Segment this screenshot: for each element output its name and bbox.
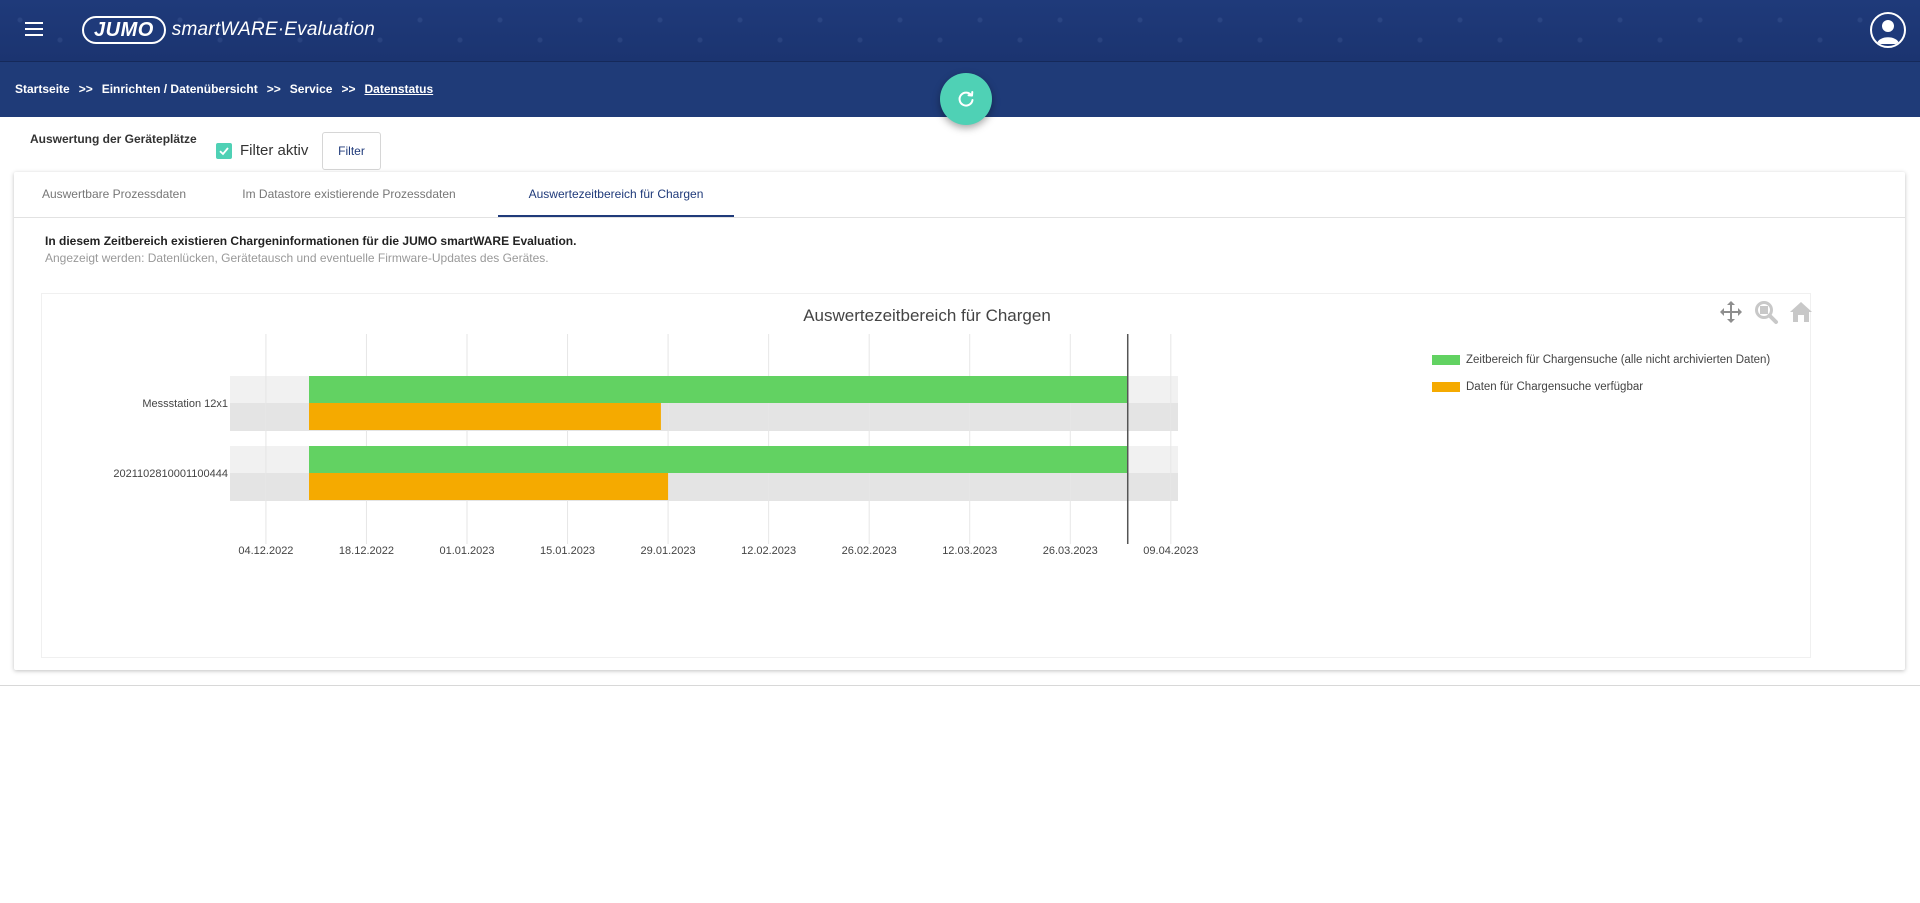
tab-auswertezeitbereich-chargen[interactable]: Auswertezeitbereich für Chargen [498,172,734,217]
x-tick-label: 09.04.2023 [1143,545,1198,557]
user-avatar-icon[interactable] [1870,12,1906,48]
category-label: 2021102810001100444 [113,468,228,480]
tab-auswertbare-prozessdaten[interactable]: Auswertbare Prozessdaten [41,187,187,201]
bar-daten-verfuegbar [309,403,661,430]
legend-label-daten-verfuegbar: Daten für Chargensuche verfügbar [1466,380,1644,393]
x-tick-label: 26.02.2023 [842,545,897,557]
refresh-button[interactable] [940,73,992,125]
bar-zeitbereich [309,446,1128,473]
breadcrumb-item-service[interactable]: Service [289,82,333,96]
breadcrumb-item-einrichten[interactable]: Einrichten / Datenübersicht [101,82,258,96]
x-tick-label: 29.01.2023 [641,545,696,557]
page-divider [0,685,1920,686]
app-logo: JUMO smartWARE·Evaluation [82,16,375,44]
breadcrumb-separator: >> [341,82,356,96]
app-header: JUMO smartWARE·Evaluation [0,0,1920,62]
filter-button[interactable]: Filter [322,132,381,170]
tab-datastore-prozessdaten[interactable]: Im Datastore existierende Prozessdaten [242,187,456,201]
filter-active-label: Filter aktiv [240,142,309,159]
x-tick-label: 15.01.2023 [540,545,595,557]
header-pattern [0,0,1920,61]
chart-legend: Zeitbereich für Chargensuche (alle nicht… [1432,346,1770,400]
tab-bar: Auswertbare Prozessdaten Im Datastore ex… [14,172,1905,218]
x-tick-label: 12.03.2023 [942,545,997,557]
chart-modebar [1717,298,1815,326]
x-tick-label: 04.12.2022 [238,545,293,557]
x-tick-label: 18.12.2022 [339,545,394,557]
checkmark-icon [219,147,229,156]
hamburger-menu-icon[interactable] [20,18,48,44]
home-reset-icon[interactable] [1787,298,1815,326]
legend-swatch-orange [1432,381,1460,392]
pan-move-icon[interactable] [1717,298,1745,326]
info-headline: In diesem Zeitbereich existieren Chargen… [45,234,577,248]
legend-item-zeitbereich[interactable]: Zeitbereich für Chargensuche (alle nicht… [1432,346,1770,373]
legend-label-zeitbereich: Zeitbereich für Chargensuche (alle nicht… [1466,353,1771,366]
filter-active-checkbox[interactable] [216,143,232,159]
main-card: Auswertbare Prozessdaten Im Datastore ex… [14,172,1905,670]
logo-brand: JUMO [82,16,166,44]
x-tick-label: 26.03.2023 [1043,545,1098,557]
breadcrumb-separator: >> [266,82,281,96]
chart-plot: Messstation 12x1 2021102810001100444 04.12… [113,334,1198,557]
filter-title: Auswertung der Geräteplätze [30,132,197,146]
x-tick-label: 12.02.2023 [741,545,796,557]
breadcrumb-item-datenstatus[interactable]: Datenstatus [364,82,434,96]
logo-product: smartWARE·Evaluation [171,19,376,40]
zoom-magnifier-icon[interactable] [1752,298,1780,326]
refresh-icon [958,91,974,107]
legend-swatch-green [1432,354,1460,365]
chart-title: Auswertezeitbereich für Chargen [803,306,1051,325]
breadcrumb-item-startseite[interactable]: Startseite [15,82,70,96]
legend-item-daten-verfuegbar[interactable]: Daten für Chargensuche verfügbar [1432,373,1770,400]
breadcrumb-separator: >> [78,82,93,96]
bar-daten-verfuegbar [309,473,669,500]
info-subline: Angezeigt werden: Datenlücken, Gerätetau… [45,251,549,265]
breadcrumb: Startseite >> Einrichten / Datenübersich… [15,82,433,96]
category-label: Messstation 12x1 [142,398,228,410]
x-tick-label: 01.01.2023 [439,545,494,557]
chart-container: Auswertezeitbereich für Chargen [41,293,1812,658]
bar-zeitbereich [309,376,1128,403]
